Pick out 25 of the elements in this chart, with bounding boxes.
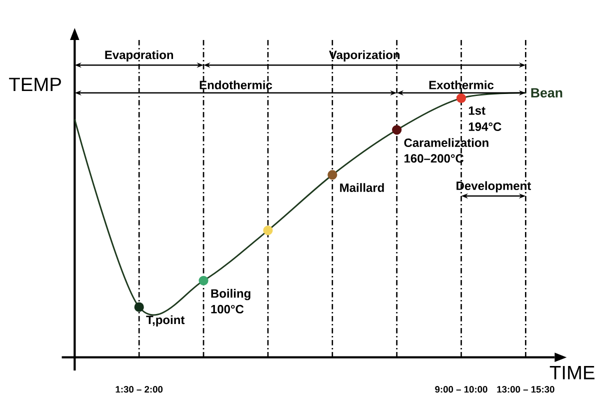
annotation: T,point	[146, 316, 185, 327]
point	[134, 302, 144, 312]
text: Exothermic	[429, 80, 494, 90]
point	[328, 170, 338, 180]
annotation: 160–200°C	[404, 154, 464, 163]
annotation: 1st	[468, 106, 486, 115]
text: Evaporation	[105, 50, 174, 62]
annotation: 194°C	[468, 122, 502, 132]
point	[392, 125, 402, 135]
x-axis-title: TIME	[550, 366, 594, 380]
y-axis-title: TEMP	[9, 78, 61, 92]
x-tick-label: 1:30 – 2:00	[116, 386, 163, 393]
annotation: Maillard	[340, 183, 384, 192]
series-label: Bean	[531, 88, 562, 98]
text: Endothermic	[200, 80, 272, 90]
point	[198, 276, 208, 286]
annotation: Caramelization	[404, 138, 488, 148]
x-tick-label: 9:00 – 10:00	[435, 386, 488, 393]
text: Vaporization	[329, 50, 400, 62]
point	[263, 226, 273, 236]
point	[456, 94, 466, 104]
x-tick-label: 13:00 – 15:30	[497, 386, 554, 393]
annotation: Boiling	[211, 289, 250, 300]
annotation: Development	[456, 181, 531, 193]
annotation: 100°C	[211, 305, 244, 314]
